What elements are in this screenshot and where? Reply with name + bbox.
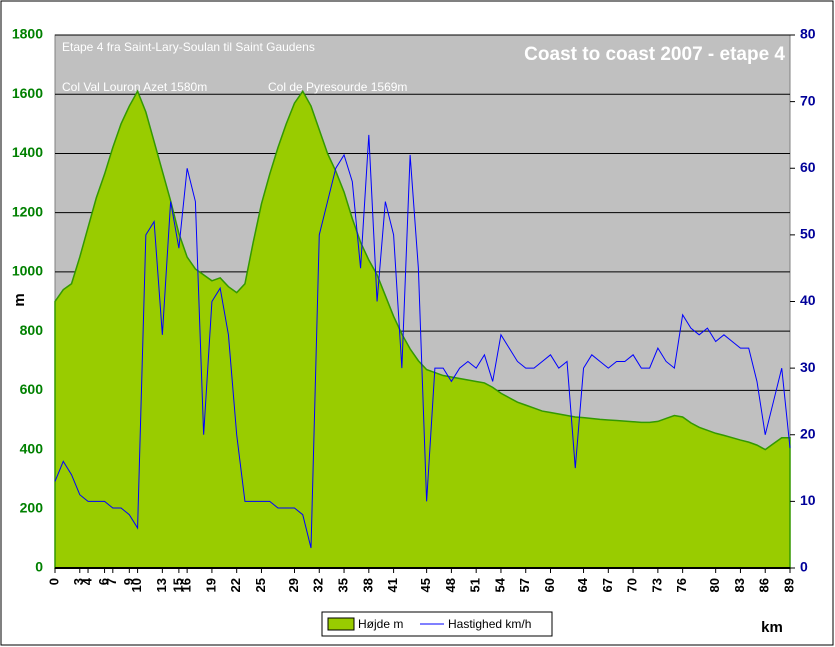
legend-label: Hastighed km/h: [448, 617, 531, 631]
x-tick-label: 83: [732, 578, 747, 592]
y-tick-label: 1200: [12, 203, 43, 219]
x-tick-label: 60: [542, 578, 557, 592]
y2-tick-label: 40: [800, 292, 816, 308]
x-tick-label: 29: [286, 578, 301, 592]
y-tick-label: 1000: [12, 263, 43, 279]
y-tick-label: 200: [20, 499, 44, 515]
x-axis-label: km: [761, 619, 783, 636]
x-tick-label: 38: [360, 578, 375, 592]
y2-tick-label: 50: [800, 226, 816, 242]
annotation: Col Val Louron Azet 1580m: [62, 80, 207, 94]
x-tick-label: 10: [129, 578, 144, 592]
x-tick-label: 45: [418, 578, 433, 592]
x-tick-label: 9: [121, 578, 136, 585]
y2-tick-label: 60: [800, 159, 816, 175]
y-tick-label: 400: [20, 440, 44, 456]
x-tick-label: 67: [600, 578, 615, 592]
y-tick-label: 800: [20, 322, 44, 338]
y-tick-label: 1400: [12, 144, 43, 160]
chart-title: Coast to coast 2007 - etape 4: [524, 44, 785, 65]
y2-tick-label: 70: [800, 92, 816, 108]
x-tick-label: 4: [79, 577, 94, 585]
x-tick-label: 3: [71, 578, 86, 585]
x-tick-label: 51: [468, 578, 483, 592]
x-tick-label: 48: [443, 578, 458, 592]
y2-tick-label: 20: [800, 425, 816, 441]
legend-label: Højde m: [358, 617, 403, 631]
speed-line: [54, 134, 791, 549]
x-tick-label: 6: [96, 578, 111, 585]
y-tick-label: 1800: [12, 26, 43, 42]
x-tick-label: 7: [104, 578, 119, 585]
y2-tick-label: 30: [800, 359, 816, 375]
x-tick-label: 22: [228, 578, 243, 592]
y-axis-label: m: [11, 293, 28, 306]
legend-swatch: [327, 617, 355, 631]
x-tick-label: 57: [517, 578, 532, 592]
x-tick-label: 16: [179, 578, 194, 592]
legend: Højde m Hastighed km/h: [321, 611, 553, 637]
x-tick-label: 76: [674, 578, 689, 592]
x-tick-label: 41: [385, 578, 400, 592]
x-tick-label: 15: [170, 578, 185, 592]
y-tick-label: 0: [35, 559, 43, 575]
x-tick-label: 35: [335, 578, 350, 592]
x-tick-label: 70: [625, 578, 640, 592]
y-tick-label: 1600: [12, 85, 43, 101]
y-tick-label: 600: [20, 381, 44, 397]
x-tick-label: 80: [707, 578, 722, 592]
annotation: Col de Pyresourde 1569m: [268, 80, 407, 94]
axes: 0200400600800100012001400160018000102030…: [12, 26, 816, 593]
x-tick-label: 19: [203, 578, 218, 592]
marks: [54, 89, 791, 569]
y2-tick-label: 80: [800, 26, 816, 42]
x-tick-label: 32: [311, 578, 326, 592]
x-tick-label: 54: [492, 577, 507, 592]
y2-tick-label: 0: [800, 559, 808, 575]
x-tick-label: 89: [781, 578, 796, 592]
x-tick-label: 73: [649, 578, 664, 592]
x-tick-label: 64: [575, 577, 590, 592]
y2-tick-label: 10: [800, 492, 816, 508]
x-tick-label: 13: [154, 578, 169, 592]
annotation: Etape 4 fra Saint-Lary-Soulan til Saint …: [62, 40, 315, 54]
x-tick-label: 0: [46, 578, 61, 585]
x-tick-label: 25: [253, 578, 268, 592]
x-tick-label: 86: [757, 578, 772, 592]
